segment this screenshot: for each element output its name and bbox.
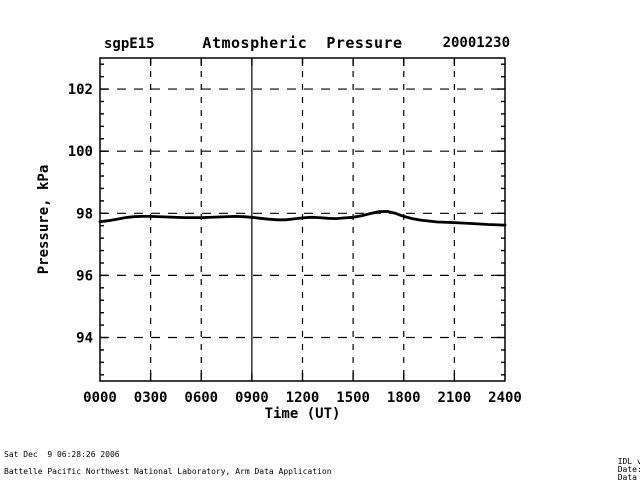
y-axis-tick-label: 102: [68, 82, 93, 98]
footer-idl-date: Date: 2006/12/01 16:37:51: [617, 464, 640, 474]
footer-data-version: Data version: $State: process-vap-qcrad1…: [617, 473, 637, 480]
pressure-series-line: [98, 209, 507, 227]
footer-timestamp: Sat Dec 9 06:28:26 2006: [4, 450, 120, 459]
site-facility-label: sgpE15: [104, 36, 155, 52]
y-axis-tick-label: 98: [76, 206, 93, 222]
y-axis-tick-label: 94: [76, 331, 93, 347]
x-axis-tick-label: 0300: [134, 390, 168, 406]
data-date-label: 20001230: [442, 35, 510, 51]
x-axis-tick-label: 0900: [235, 390, 269, 406]
footer-organization: Battelle Pacific Northwest National Labo…: [4, 467, 332, 476]
x-axis-tick-label: 0000: [83, 390, 117, 406]
x-axis-tick-label: 1200: [286, 390, 320, 406]
footer-version-block: IDL version: qcrad1long_plots.pro,v 1.1 …: [617, 441, 640, 480]
x-axis-tick-label: 1800: [387, 390, 421, 406]
x-axis-title: Time (UT): [265, 406, 341, 422]
y-axis-tick-label: 100: [68, 144, 93, 160]
footer-idl-version: IDL version: qcrad1long_plots.pro,v 1.1: [617, 456, 640, 466]
x-axis-tick-label: 0600: [184, 390, 218, 406]
x-axis-tick-label: 1500: [336, 390, 370, 406]
page-title: Atmospheric Pressure: [202, 34, 403, 52]
y-axis-tick-label: 96: [76, 268, 93, 284]
x-axis-tick-label: 2100: [438, 390, 472, 406]
y-axis-title: Pressure, kPa: [36, 165, 52, 275]
x-axis-tick-label: 2400: [488, 390, 522, 406]
